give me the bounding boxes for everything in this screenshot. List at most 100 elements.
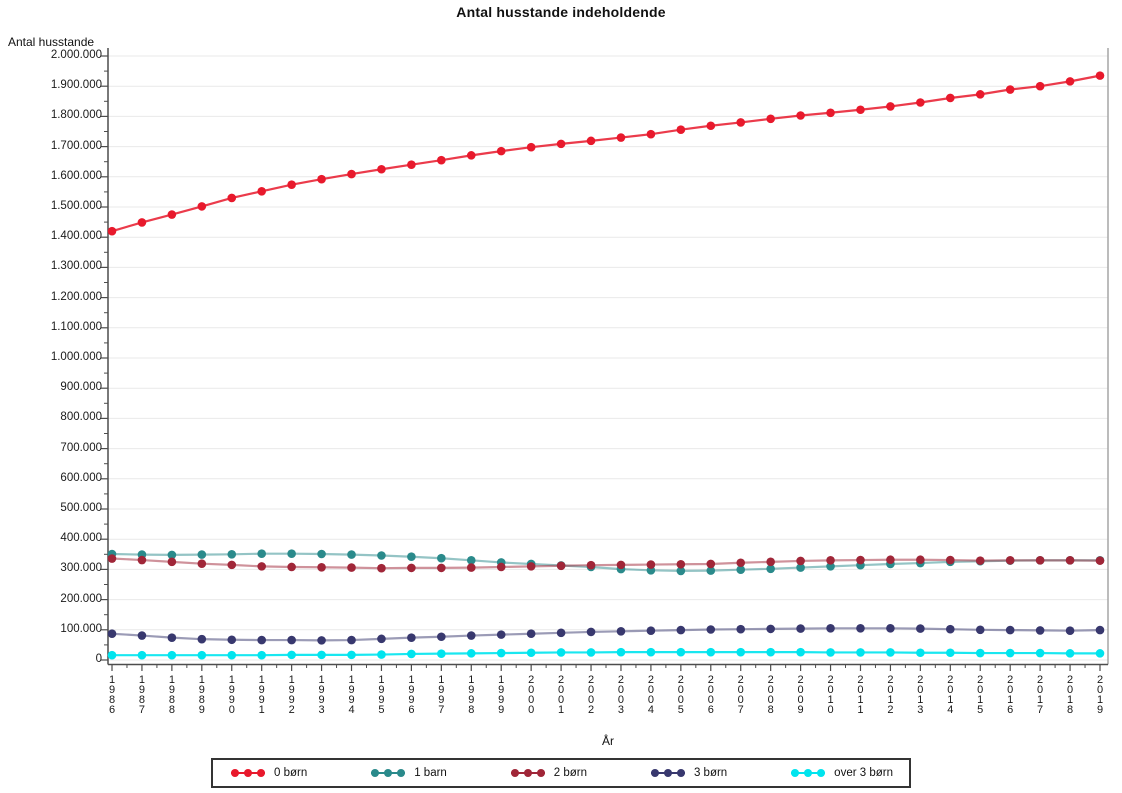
year-digit: 0 — [617, 684, 625, 696]
year-digit: 2 — [857, 674, 864, 686]
series-point — [766, 114, 775, 124]
legend-item: 2 børn — [509, 767, 587, 779]
series-point — [676, 647, 686, 657]
series-point — [437, 649, 446, 658]
series-point — [1095, 71, 1105, 80]
legend-marker-icon — [371, 769, 406, 777]
year-digit: 2 — [797, 674, 804, 686]
series-point — [1065, 626, 1075, 636]
year-digit: 7 — [1037, 704, 1044, 716]
year-digit: 1 — [408, 674, 415, 686]
year-digit: 8 — [198, 694, 205, 706]
year-digit: 2 — [1096, 674, 1104, 686]
series-point — [407, 563, 416, 573]
series-point — [407, 552, 416, 562]
series-point — [107, 226, 117, 236]
year-digit: 9 — [258, 694, 265, 706]
series-point — [466, 556, 476, 565]
legend-marker-icon — [510, 769, 545, 777]
series-point — [1095, 556, 1105, 565]
legend-marker-icon — [791, 769, 826, 777]
legend-item: 0 børn — [229, 767, 307, 779]
series-point — [257, 650, 266, 660]
series-point — [886, 623, 895, 633]
year-digit: 1 — [108, 674, 116, 686]
series-point — [437, 563, 446, 573]
series-point — [706, 625, 716, 634]
series-point — [1095, 625, 1105, 635]
series-point — [227, 650, 237, 660]
series-point — [167, 633, 177, 642]
series-point — [916, 555, 925, 565]
year-digit: 7 — [138, 704, 145, 716]
series-point — [556, 628, 566, 638]
year-digit: 0 — [528, 694, 535, 706]
series-point — [407, 633, 416, 642]
year-digit: 9 — [378, 684, 385, 696]
series-point — [946, 555, 955, 565]
series-point — [466, 563, 476, 572]
series-point — [826, 556, 835, 565]
series-point — [975, 90, 985, 99]
year-digit: 9 — [348, 684, 355, 696]
series-point — [257, 186, 266, 196]
series-point — [826, 562, 835, 571]
year-digit: 9 — [438, 694, 445, 706]
series-point — [137, 650, 147, 660]
series-point — [377, 650, 386, 659]
series-point — [676, 625, 686, 635]
series-point — [646, 560, 656, 569]
year-digit: 1 — [1037, 694, 1044, 706]
series-point — [975, 556, 985, 565]
year-digit: 0 — [917, 684, 924, 696]
year-digit: 8 — [168, 694, 175, 706]
year-digit: 9 — [498, 704, 505, 716]
year-digit: 8 — [108, 694, 116, 706]
year-digit: 2 — [917, 674, 924, 686]
y-tick-label: 1.400.000 — [50, 230, 102, 243]
series-line-4 — [111, 627, 1101, 642]
year-digit: 9 — [468, 694, 475, 706]
series-line-5 — [112, 651, 1100, 657]
year-digit: 1 — [498, 674, 505, 686]
year-digit: 0 — [767, 684, 774, 696]
year-digit: 0 — [677, 684, 684, 696]
year-digit: 0 — [528, 684, 535, 696]
series-point — [826, 623, 835, 633]
year-digit: 0 — [707, 694, 714, 706]
series-point — [496, 648, 506, 658]
year-digit: 0 — [857, 684, 864, 696]
series-point — [796, 556, 805, 566]
year-digit: 9 — [198, 684, 205, 696]
year-digit: 2 — [887, 704, 894, 716]
series-point — [856, 105, 865, 115]
series-point — [437, 155, 446, 165]
series-point — [466, 649, 476, 658]
series-point — [107, 629, 117, 639]
legend-item: over 3 børn — [789, 767, 893, 779]
year-digit: 1 — [857, 704, 864, 716]
series-point — [676, 566, 686, 576]
year-digit: 2 — [707, 674, 714, 686]
series-point — [646, 647, 656, 657]
year-digit: 9 — [348, 694, 355, 706]
series-point — [466, 631, 476, 640]
series-point — [1065, 556, 1075, 565]
series-point — [167, 550, 177, 560]
series-point — [257, 562, 266, 571]
series-point — [556, 139, 566, 149]
year-digit: 8 — [138, 694, 145, 706]
year-digit: 1 — [348, 674, 355, 686]
legend-label: 2 børn — [553, 767, 588, 779]
year-digit: 0 — [587, 694, 595, 706]
